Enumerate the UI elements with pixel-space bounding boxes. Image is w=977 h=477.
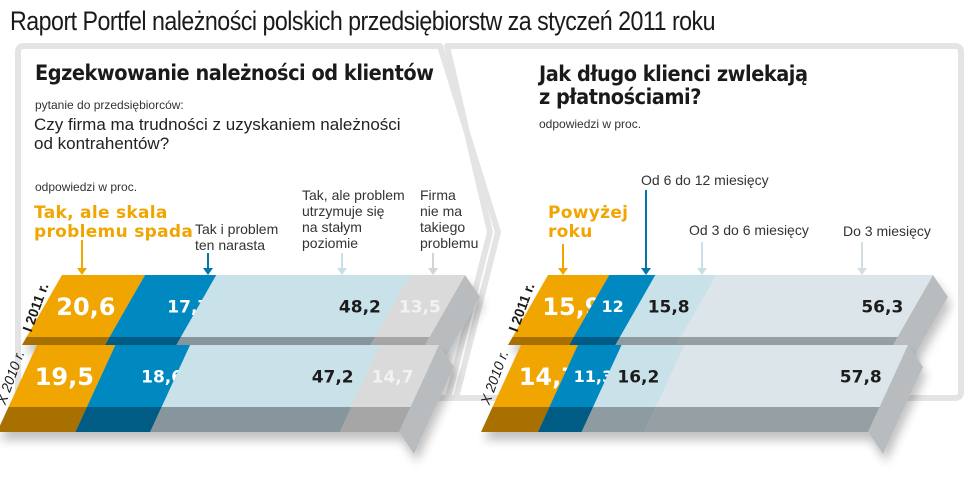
bar-value-label: 56,3 [861,297,903,317]
arrow-down-icon [697,242,707,275]
left-unit-label: odpowiedzi w proc. [35,180,138,194]
question-text: Czy firma ma trudności z uzyskaniem nale… [34,115,401,153]
bar-segment [680,275,933,337]
bar-value-label: 11,3 [574,367,613,386]
left-panel-title: Egzekwowanie należności od klientów [35,61,434,85]
bar-segment [593,345,685,407]
legend-label-falling: Tak, ale skala problemu spada [34,203,194,242]
main-title: Raport Portfel należności polskich przed… [10,6,716,36]
legend-label-over-year: Powyżej roku [548,203,629,242]
legend-label-growing: Tak i problem ten narasta [195,221,279,253]
bar-value-label: 12 [602,297,624,316]
bar-segment [180,275,411,337]
bar-segment [161,345,380,407]
bar-value-label: 19,5 [35,363,94,391]
arrow-down-icon [428,253,438,275]
legend-label-stable: Tak, ale problem utrzymuje się na stałym… [302,187,405,251]
bar-value-label: 47,2 [312,367,354,387]
bar-value-label: 16,2 [617,367,659,387]
bar-segment [8,345,116,407]
bar-value-label: 57,8 [840,367,882,387]
bar-value-label: 18,6 [141,367,183,387]
bar-segment [492,345,578,407]
question-line-2: od kontrahentów? [34,134,170,153]
bar-segment [512,275,610,337]
bar-segment [26,275,146,337]
right-unit-label: odpowiedzi w proc. [539,117,642,131]
bar-segment [351,345,439,407]
right-bar-i-2011: 15,9 12 15,8 56,3 [508,275,948,367]
arrow-down-icon [641,190,651,275]
left-bar-x-2010: 19,5 18,6 47,2 14,7 [0,345,454,454]
bar-value-label: 48,2 [339,297,381,317]
right-bar-x-2010: 14,711,3 16,2 57,8 [481,345,923,454]
arrow-down-icon [203,253,213,275]
right-panel-title: Jak długo klienci zwlekają z płatnościam… [539,62,808,109]
bar-segment [619,275,717,337]
legend-label-no-problem: Firma nie ma takiego problemu [420,187,479,251]
bar-value-label: 20,6 [56,293,115,321]
bar-segment [549,345,622,407]
bar-value-label: 14,7 [372,367,414,387]
legend-label-under-3-months: Do 3 miesięcy [843,223,931,239]
bar-value-label: 15,8 [648,297,690,317]
bar-segment [655,345,908,407]
arrow-down-icon [857,242,867,275]
bar-segment [109,275,217,337]
question-intro: pytanie do przedsiębiorców: [35,98,184,112]
left-bar-i-2011: 20,6 17,7 48,2 13,5 [22,275,480,367]
bar-segment [573,275,656,337]
bar-segment [375,275,465,337]
bar-value-label: 13,5 [399,297,441,317]
question-line-1: Czy firma ma trudności z uzyskaniem nale… [34,115,401,134]
bar-segment [86,345,191,407]
arrow-down-icon [337,253,347,275]
arrow-down-icon [77,240,87,275]
arrow-down-icon [558,244,568,275]
legend-label-3-6-months: Od 3 do 6 miesięcy [689,222,809,238]
legend-label-6-12-months: Od 6 do 12 miesięcy [641,172,769,188]
